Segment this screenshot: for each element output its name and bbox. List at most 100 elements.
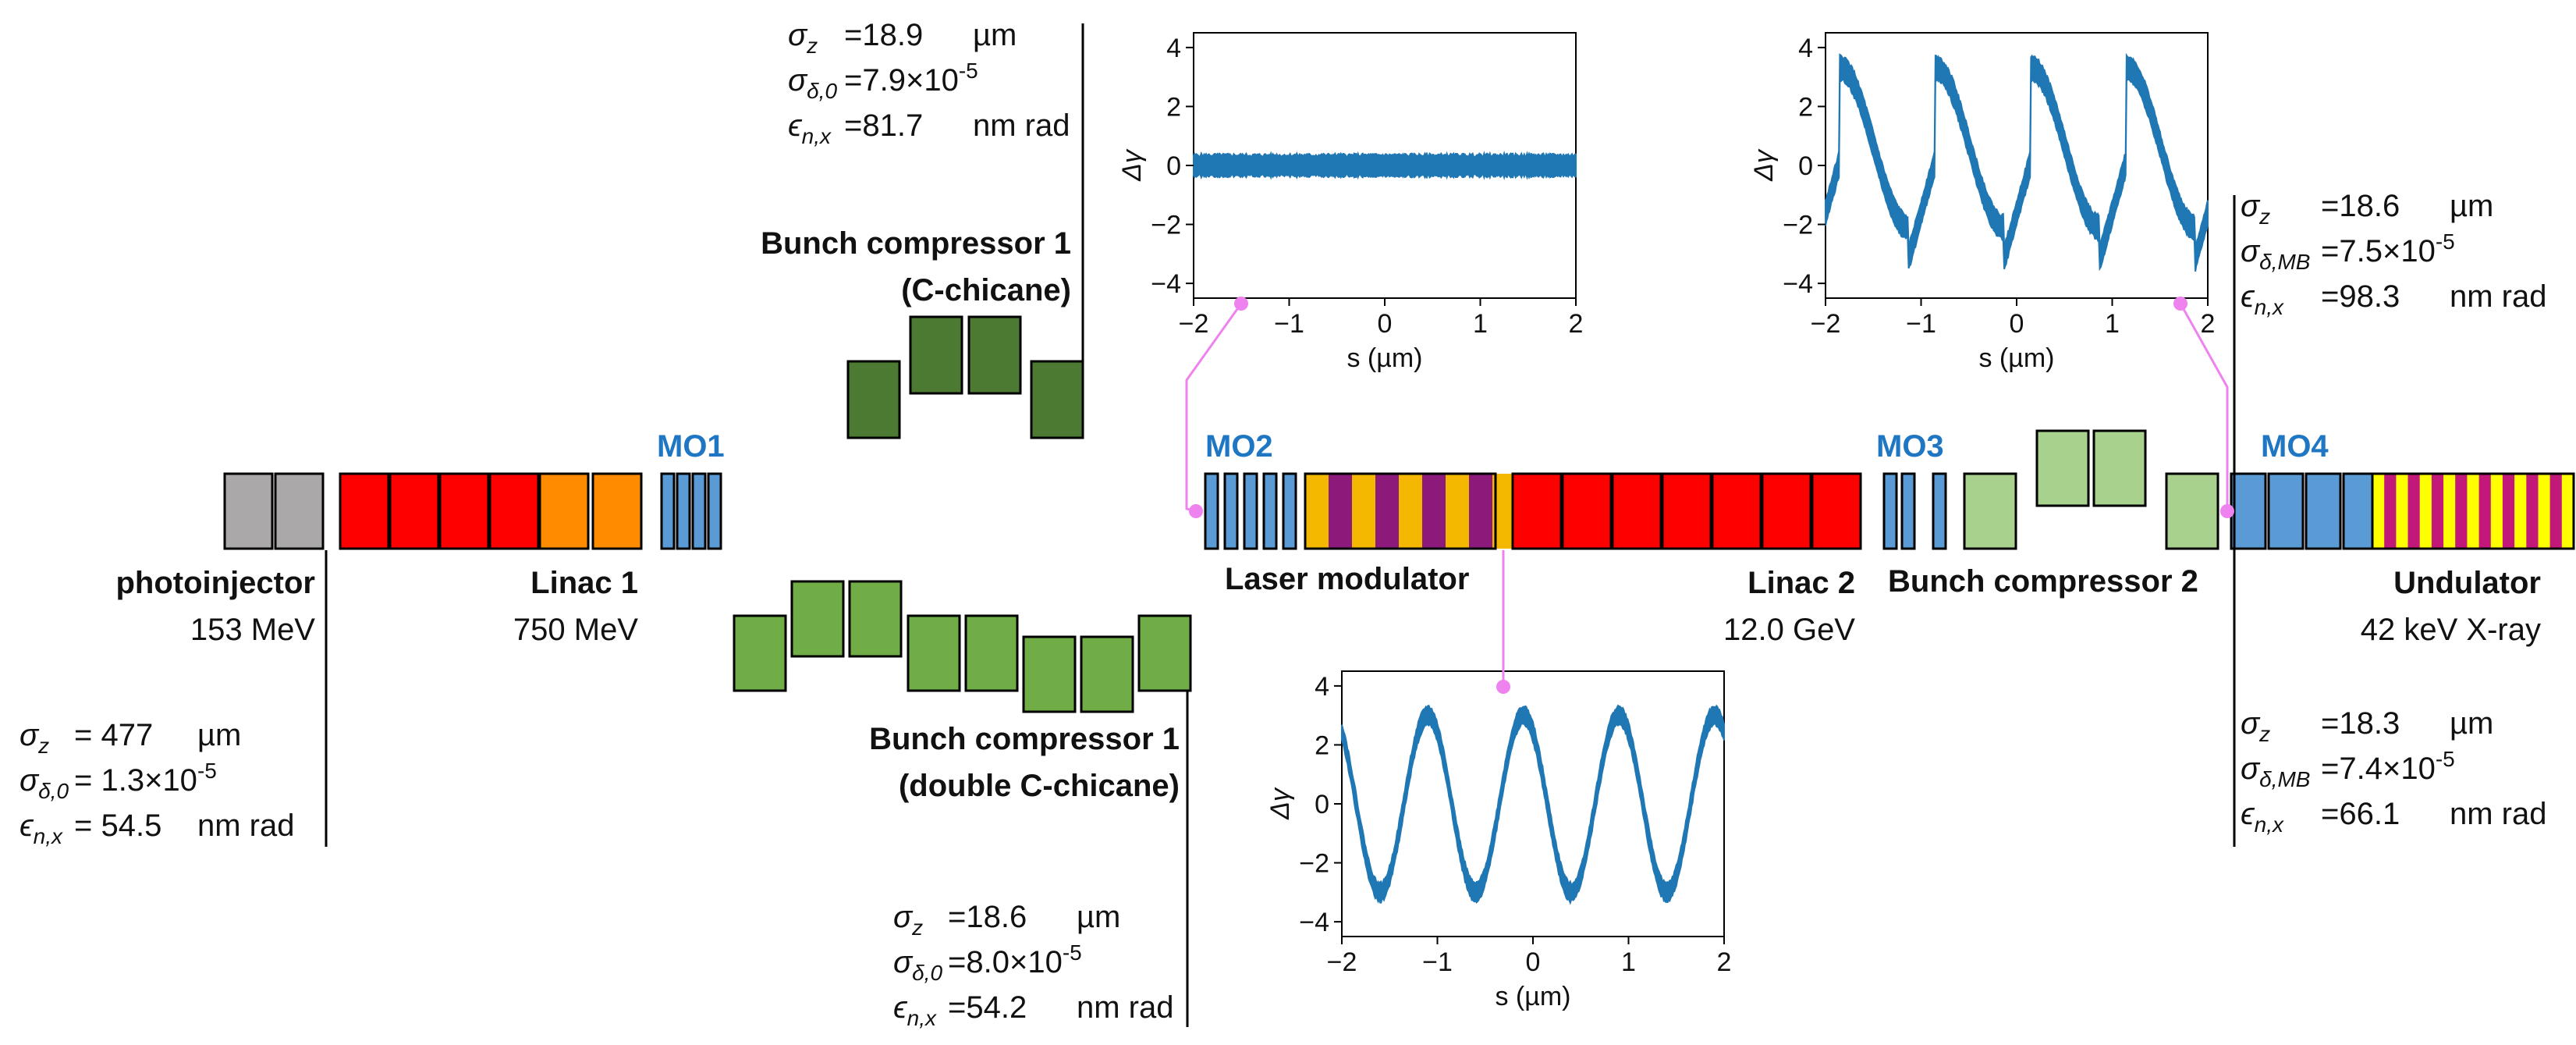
param-symbol: σδ,MB: [2241, 752, 2310, 791]
x-tick-label: 0: [2010, 309, 2024, 339]
quad: [691, 472, 707, 550]
param-unit: nm rad: [2450, 797, 2547, 831]
laser-cell: [1446, 474, 1469, 549]
chicane-dipole: [964, 614, 1019, 692]
param-unit: µm: [197, 718, 241, 752]
chicane-dipole: [967, 315, 1022, 395]
laser-modulator-label: Laser modulator: [1225, 562, 1469, 596]
param-symbol: σδ,0: [893, 945, 942, 985]
y-tick-label: 0: [1315, 790, 1329, 819]
bc1-c-label: Bunch compressor 1: [761, 226, 1071, 261]
laser-cell: [1352, 474, 1375, 549]
x-tick-label: 1: [1621, 947, 1636, 977]
phase-space-band: [1193, 151, 1577, 180]
laser-cell: [1329, 474, 1352, 549]
y-tick-label: 2: [1798, 92, 1813, 122]
linac-cell: [1711, 472, 1762, 550]
y-tick-label: −4: [1783, 269, 1813, 299]
bc1-double-c-chicane: [733, 580, 1192, 713]
undulator-period: [2455, 474, 2468, 549]
laser-cell: [1399, 474, 1422, 549]
bc1-c-label-2: (C-chicane): [901, 273, 1071, 307]
phase-space-plot: −2 −1 0 1 2 4 2 0 −2 −4 s (µm) Δγ: [1749, 32, 2216, 373]
chicane-dipole: [1030, 360, 1084, 439]
param-unit: nm rad: [973, 108, 1070, 143]
mo3-quads: [1882, 472, 1947, 550]
param-value: =7.9×10-5: [844, 59, 978, 98]
photoinjector-gun: [223, 472, 325, 550]
phase-space-band: [1341, 704, 1725, 905]
y-axis-label: Δγ: [1117, 148, 1147, 182]
chicane-dipole: [1963, 472, 2017, 550]
mo3-label: MO3: [1876, 429, 1944, 464]
connector-line: [2179, 303, 2229, 509]
photoinjector-label: photoinjector: [115, 566, 315, 600]
x-tick-label: 2: [2201, 309, 2216, 339]
undulator-period: [2431, 474, 2444, 549]
quad: [1223, 472, 1239, 550]
x-axis-label: s (µm): [1495, 982, 1570, 1011]
x-tick-label: −2: [1811, 309, 1841, 339]
chicane-dipole: [790, 580, 845, 658]
linac1-label: Linac 1: [530, 566, 638, 600]
param-symbol: ϵn,x: [2241, 797, 2284, 837]
linac-cell: [1561, 472, 1613, 550]
y-tick-label: −2: [1151, 211, 1181, 240]
linac-cell: [1811, 472, 1862, 550]
x-tick-label: −2: [1179, 309, 1209, 339]
laser-cell: [1469, 474, 1492, 549]
undulator-period: [2526, 474, 2539, 549]
param-unit: nm rad: [1077, 990, 1174, 1025]
quad: [1932, 472, 1947, 550]
y-axis-label: Δγ: [1265, 787, 1295, 820]
linac-cell: [339, 472, 390, 550]
linac-cell: [1661, 472, 1712, 550]
undulator-frame: [2371, 472, 2575, 550]
x-tick-label: −1: [1906, 309, 1936, 339]
param-symbol: ϵn,x: [893, 990, 937, 1030]
param-value: =18.6: [948, 900, 1027, 934]
param-symbol: ϵn,x: [2241, 279, 2284, 319]
chicane-dipole: [2165, 472, 2219, 550]
undulator-period: [2467, 474, 2480, 549]
linac-cell: [488, 472, 540, 550]
param-unit: µm: [2450, 189, 2493, 223]
x-tick-label: 2: [1569, 309, 1584, 339]
param-unit: nm rad: [197, 809, 295, 843]
mo2-label: MO2: [1205, 429, 1273, 464]
quad: [2230, 472, 2267, 550]
param-value: =7.4×10-5: [2321, 747, 2455, 786]
y-tick-label: 0: [1166, 151, 1181, 181]
x-axis-label: s (µm): [1978, 343, 2054, 373]
gun-cell: [223, 472, 274, 550]
param-value: = 1.3×10-5: [74, 759, 217, 798]
bunch-compressor-2: [1963, 429, 2219, 550]
chicane-dipole: [2035, 429, 2090, 507]
laser-modulator: [1304, 472, 1516, 550]
quad: [1243, 472, 1258, 550]
x-tick-label: −2: [1327, 947, 1357, 977]
connector-dot: [1234, 297, 1248, 311]
param-symbol: σz: [893, 900, 923, 940]
mo2-quads: [1204, 472, 1297, 550]
bc2-label: Bunch compressor 2: [1888, 564, 2198, 599]
x-tick-label: 0: [1378, 309, 1393, 339]
undulator-energy: 42 keV X-ray: [2361, 613, 2541, 647]
connector-dot: [1189, 504, 1203, 518]
linac-cell: [438, 472, 490, 550]
x-tick-label: 0: [1526, 947, 1541, 977]
quad: [707, 472, 722, 550]
param-symbol: ϵn,x: [788, 108, 832, 148]
bc1-double-label-2: (double C-chicane): [899, 769, 1180, 803]
undulator-period: [2372, 474, 2385, 549]
x-tick-label: 2: [1717, 947, 1732, 977]
undulator-label: Undulator: [2393, 566, 2541, 600]
x-tick-label: −1: [1422, 947, 1453, 977]
bc1-double-label: Bunch compressor 1: [869, 722, 1180, 756]
connector-dot: [1496, 680, 1510, 694]
param-symbol: σz: [2241, 189, 2270, 229]
laser-cell: [1422, 474, 1446, 549]
param-value: =7.5×10-5: [2321, 229, 2455, 268]
